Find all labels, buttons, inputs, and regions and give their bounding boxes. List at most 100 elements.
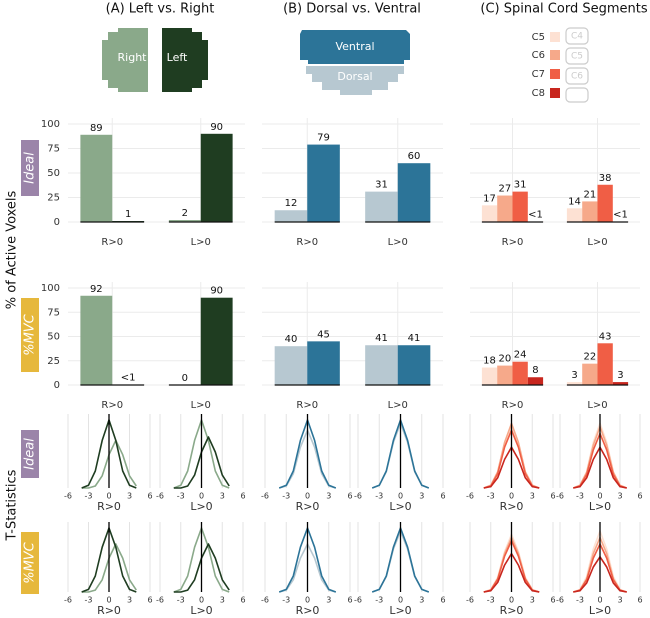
row-label-box [21,298,39,372]
x-tick-label: R>0 [502,400,524,411]
value-label: 60 [408,151,421,162]
x-tick-label: 0 [199,596,204,605]
value-label: <1 [121,373,136,384]
y-tick-label: 25 [47,193,60,204]
x-tick-label: -3 [85,596,93,605]
bar [512,191,528,222]
x-axis-label: L>0 [389,500,411,513]
value-label: 92 [90,284,103,295]
bar [168,220,201,222]
value-label: 20 [498,354,511,365]
x-axis-label: R>0 [97,604,121,617]
bar [566,382,583,385]
value-label: 3 [571,370,577,381]
x-tick-label: -3 [282,492,290,501]
value-label: 14 [568,196,581,207]
row-label-box [21,532,39,594]
bar [307,341,340,385]
x-tick-label: 3 [326,596,331,605]
value-label: 18 [483,356,496,367]
column-title: (A) Left vs. Right [106,2,215,17]
x-tick-label: -3 [487,492,495,501]
x-tick-label: 3 [617,596,622,605]
x-tick-label: 0 [398,492,403,501]
x-tick-label: -6 [261,492,269,501]
value-label: 1 [125,209,131,220]
bar [597,184,613,222]
bar [566,208,583,222]
x-tick-label: -6 [466,492,474,501]
x-tick-label: 6 [440,492,445,501]
value-label: 22 [583,352,596,363]
value-label: 41 [375,333,388,344]
x-axis-label: R>0 [500,604,524,617]
x-tick-label: -3 [375,492,383,501]
row-label-box [21,430,39,478]
value-label: 31 [514,180,527,191]
y-tick-label: 50 [47,332,60,343]
value-label: 17 [483,193,496,204]
value-label: 0 [182,373,188,384]
x-tick-label: 6 [550,492,555,501]
diagram-label: Dorsal [337,70,372,83]
y-tick-label: 100 [41,283,60,294]
row-label: %MVC [23,541,38,583]
legend-label: C7 [532,69,545,80]
x-tick-label: 6 [240,492,245,501]
value-label: 40 [285,334,298,345]
bar [200,133,233,222]
bar [497,365,513,385]
bar [274,346,308,385]
left-half [162,28,208,92]
row-label-box [21,140,39,196]
x-tick-label: 3 [419,492,424,501]
value-label: <1 [528,210,543,221]
x-tick-label: 3 [530,492,535,501]
x-axis-label: L>0 [589,604,611,617]
vertebra-label: C5 [571,52,583,62]
bar [274,210,308,222]
x-tick-label: -3 [576,596,584,605]
right-half [102,28,148,92]
x-axis-label: R>0 [97,500,121,513]
column-title: (C) Spinal Cord Segments [480,2,647,17]
x-axis-label: R>0 [296,500,320,513]
x-axis-label: L>0 [389,604,411,617]
x-tick-label: -3 [177,596,185,605]
value-label: 8 [532,365,538,376]
y-tick-label: 50 [47,168,60,179]
x-tick-label: 6 [637,492,642,501]
x-tick-label: L>0 [388,400,408,411]
x-tick-label: L>0 [587,237,607,248]
x-tick-label: 6 [240,596,245,605]
bar [582,363,598,385]
value-label: 3 [617,370,623,381]
x-tick-label: -6 [156,492,164,501]
value-label: 27 [498,184,511,195]
x-tick-label: L>0 [191,237,211,248]
bar [200,297,233,385]
value-label: 31 [375,180,388,191]
x-axis-label: R>0 [500,500,524,513]
value-label: 89 [90,123,103,134]
vertebra-label: C6 [571,72,583,82]
x-tick-label: 3 [617,492,622,501]
x-tick-label: R>0 [502,237,524,248]
x-tick-label: 0 [199,492,204,501]
bar [481,367,498,385]
x-tick-label: -6 [556,596,564,605]
x-tick-label: -3 [85,492,93,501]
x-tick-label: -3 [177,492,185,501]
x-tick-label: 0 [509,492,514,501]
y-axis-label: % of Active Voxels [5,190,20,309]
x-tick-label: 0 [106,596,111,605]
x-tick-label: 6 [347,596,352,605]
x-tick-label: 3 [530,596,535,605]
bar [80,134,113,222]
value-label: 38 [599,173,612,184]
bar [365,345,398,385]
x-tick-label: -6 [556,492,564,501]
bar [80,295,113,385]
x-tick-label: -6 [64,492,72,501]
x-tick-label: 0 [305,596,310,605]
